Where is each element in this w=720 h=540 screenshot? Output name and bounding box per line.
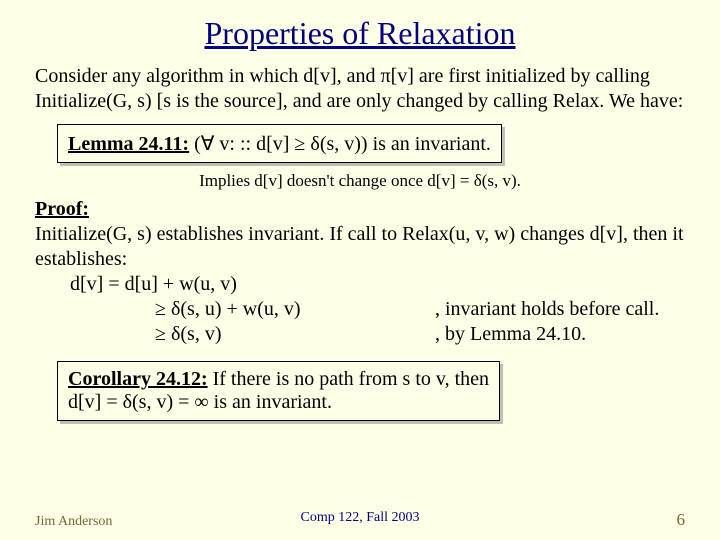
proof-step1: d[v] = d[u] + w(u, v) [35, 272, 685, 297]
corollary-row: Corollary 24.12: If there is no path fro… [35, 347, 685, 427]
lemma-row: Lemma 24.11: (∀ v: :: d[v] ≥ δ(s, v)) is… [35, 114, 685, 169]
proof-step3: ≥ δ(s, v) , by Lemma 24.10. [35, 322, 685, 347]
lemma-label: Lemma 24.11: [68, 133, 189, 155]
footer-course: Comp 122, Fall 2003 [300, 510, 419, 526]
lemma-box: Lemma 24.11: (∀ v: :: d[v] ≥ δ(s, v)) is… [57, 124, 502, 163]
proof-line1: Initialize(G, s) establishes invariant. … [35, 223, 684, 270]
proof-step3-right: , by Lemma 24.10. [435, 322, 586, 347]
slide-container: Properties of Relaxation Consider any al… [0, 0, 720, 540]
corollary-box: Corollary 24.12: If there is no path fro… [57, 361, 500, 421]
proof-block: Proof: Initialize(G, s) establishes inva… [35, 197, 685, 347]
footer-page: 6 [677, 510, 686, 530]
implies-line: Implies d[v] doesn't change once d[v] = … [35, 171, 685, 191]
proof-label: Proof: [35, 198, 89, 220]
proof-step3-left: ≥ δ(s, v) [155, 322, 435, 347]
footer: Jim Anderson Comp 122, Fall 2003 6 [0, 510, 720, 530]
corollary-text-b: d[v] = δ(s, v) = ∞ is an invariant. [68, 391, 332, 413]
proof-step2-left: ≥ δ(s, u) + w(u, v) [155, 297, 435, 322]
footer-author: Jim Anderson [35, 514, 112, 530]
proof-step2: ≥ δ(s, u) + w(u, v) , invariant holds be… [35, 297, 685, 322]
lemma-text: (∀ v: :: d[v] ≥ δ(s, v)) is an invariant… [189, 133, 491, 155]
corollary-label: Corollary 24.12: [68, 368, 208, 390]
proof-step2-right: , invariant holds before call. [435, 297, 659, 322]
intro-paragraph: Consider any algorithm in which d[v], an… [35, 64, 685, 114]
corollary-text-a: If there is no path from s to v, then [208, 368, 489, 390]
slide-title: Properties of Relaxation [35, 15, 685, 52]
